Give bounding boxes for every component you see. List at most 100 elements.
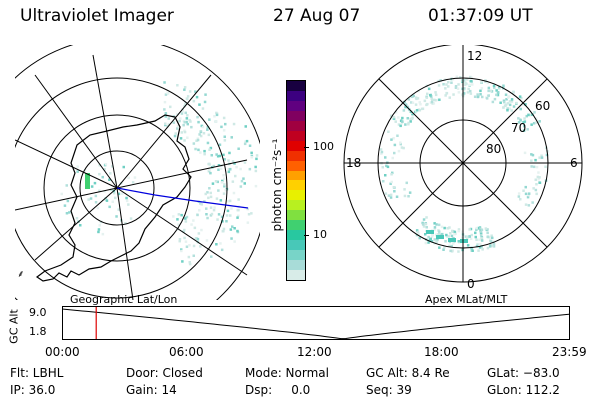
seq-label: Seq: 39: [366, 383, 412, 397]
emission-pixel: [465, 77, 468, 81]
emission-pixel: [208, 148, 211, 151]
emission-pixel: [415, 109, 419, 112]
altitude-curve: [62, 308, 570, 340]
emission-pixel: [518, 95, 522, 98]
emission-pixel: [480, 81, 483, 84]
emission-pixel: [242, 177, 245, 180]
emission-pixel: [127, 203, 130, 206]
emission-pixel: [206, 191, 209, 194]
emission-pixel: [203, 200, 206, 203]
emission-pixel: [527, 193, 530, 197]
emission-pixel: [457, 250, 460, 253]
emission-pixel: [205, 239, 209, 242]
emission-pixel: [226, 209, 230, 213]
emission-pixel: [202, 132, 206, 135]
emission-pixel: [245, 139, 249, 143]
emission-pixel: [470, 247, 474, 251]
emission-pixel: [246, 221, 250, 224]
emission-pixel: [182, 123, 185, 127]
emission-pixel: [517, 192, 521, 195]
emission-pixel: [224, 122, 227, 126]
emission-pixel: [450, 81, 453, 84]
emission-pixel: [114, 196, 117, 200]
emission-pixel: [469, 89, 472, 93]
emission-pixel: [101, 232, 105, 236]
emission-pixel: [411, 101, 415, 104]
emission-pixel: [183, 86, 187, 89]
emission-pixel: [486, 246, 490, 250]
emission-pixel: [436, 237, 439, 241]
emission-pixel: [167, 123, 171, 126]
emission-pixel: [497, 85, 501, 89]
emission-pixel: [498, 87, 501, 90]
emission-pixel: [166, 125, 169, 128]
emission-pixel: [220, 248, 224, 252]
emission-pixel: [190, 223, 193, 226]
emission-pixel: [212, 208, 216, 212]
emission-pixel: [535, 183, 538, 186]
emission-pixel: [532, 187, 535, 190]
emission-pixel: [222, 116, 226, 120]
emission-pixel: [424, 233, 427, 236]
bright-spot: [426, 230, 434, 234]
emission-pixel: [532, 165, 536, 169]
emission-pixel: [163, 81, 166, 84]
emission-pixel: [216, 218, 219, 221]
emission-pixel: [237, 208, 240, 212]
emission-pixel: [424, 241, 428, 245]
emission-pixel: [536, 175, 540, 179]
emission-pixel: [486, 235, 490, 239]
emission-pixel: [178, 239, 181, 243]
glon-label: GLon: 112.2: [487, 383, 560, 397]
emission-pixel: [457, 240, 460, 243]
emission-pixel: [209, 171, 212, 175]
emission-pixel: [508, 100, 512, 103]
emission-pixel: [65, 184, 68, 187]
emission-pixel: [471, 249, 474, 252]
emission-pixel: [133, 176, 137, 179]
emission-pixel: [427, 241, 430, 244]
emission-pixel: [470, 76, 473, 80]
emission-pixel: [178, 119, 181, 123]
emission-pixel: [517, 121, 521, 124]
mlt-label-6: 6: [570, 156, 578, 170]
emission-pixel: [534, 158, 537, 162]
emission-pixel: [399, 142, 402, 146]
emission-pixel: [480, 228, 484, 231]
emission-pixel: [232, 191, 236, 195]
emission-pixel: [103, 168, 106, 171]
emission-pixel: [512, 90, 515, 94]
emission-pixel: [444, 94, 447, 97]
altitude-axis-title: GC Alt: [7, 309, 21, 344]
magnetic-polar-plot: 12 18 6 0 60 70 80: [343, 45, 583, 291]
emission-pixel: [534, 121, 538, 124]
emission-pixel: [411, 116, 414, 120]
emission-pixel: [478, 227, 482, 230]
emission-pixel: [104, 163, 108, 166]
emission-pixel: [491, 236, 494, 240]
emission-pixel: [468, 228, 471, 231]
emission-pixel: [488, 236, 492, 239]
emission-pixel: [239, 167, 242, 171]
emission-pixel: [504, 93, 508, 96]
emission-pixel: [422, 225, 426, 228]
emission-pixel: [426, 92, 429, 96]
emission-pixel: [435, 223, 438, 226]
emission-pixel: [229, 228, 233, 231]
emission-pixel: [522, 189, 525, 192]
emission-pixel: [236, 229, 239, 233]
emission-pixel: [188, 262, 192, 266]
emission-pixel: [517, 117, 520, 120]
orientation-glyph: ⸙: [17, 269, 25, 280]
meridian-line: [116, 74, 212, 189]
emission-pixel: [476, 243, 479, 246]
emission-pixel: [421, 221, 424, 225]
emission-pixel: [485, 97, 489, 100]
emission-pixel: [484, 79, 487, 82]
emission-pixel: [515, 101, 518, 105]
emission-pixel: [476, 95, 480, 99]
emission-pixel: [437, 84, 441, 87]
emission-pixel: [209, 195, 213, 199]
emission-pixel: [220, 181, 224, 184]
emission-pixel: [215, 113, 219, 117]
